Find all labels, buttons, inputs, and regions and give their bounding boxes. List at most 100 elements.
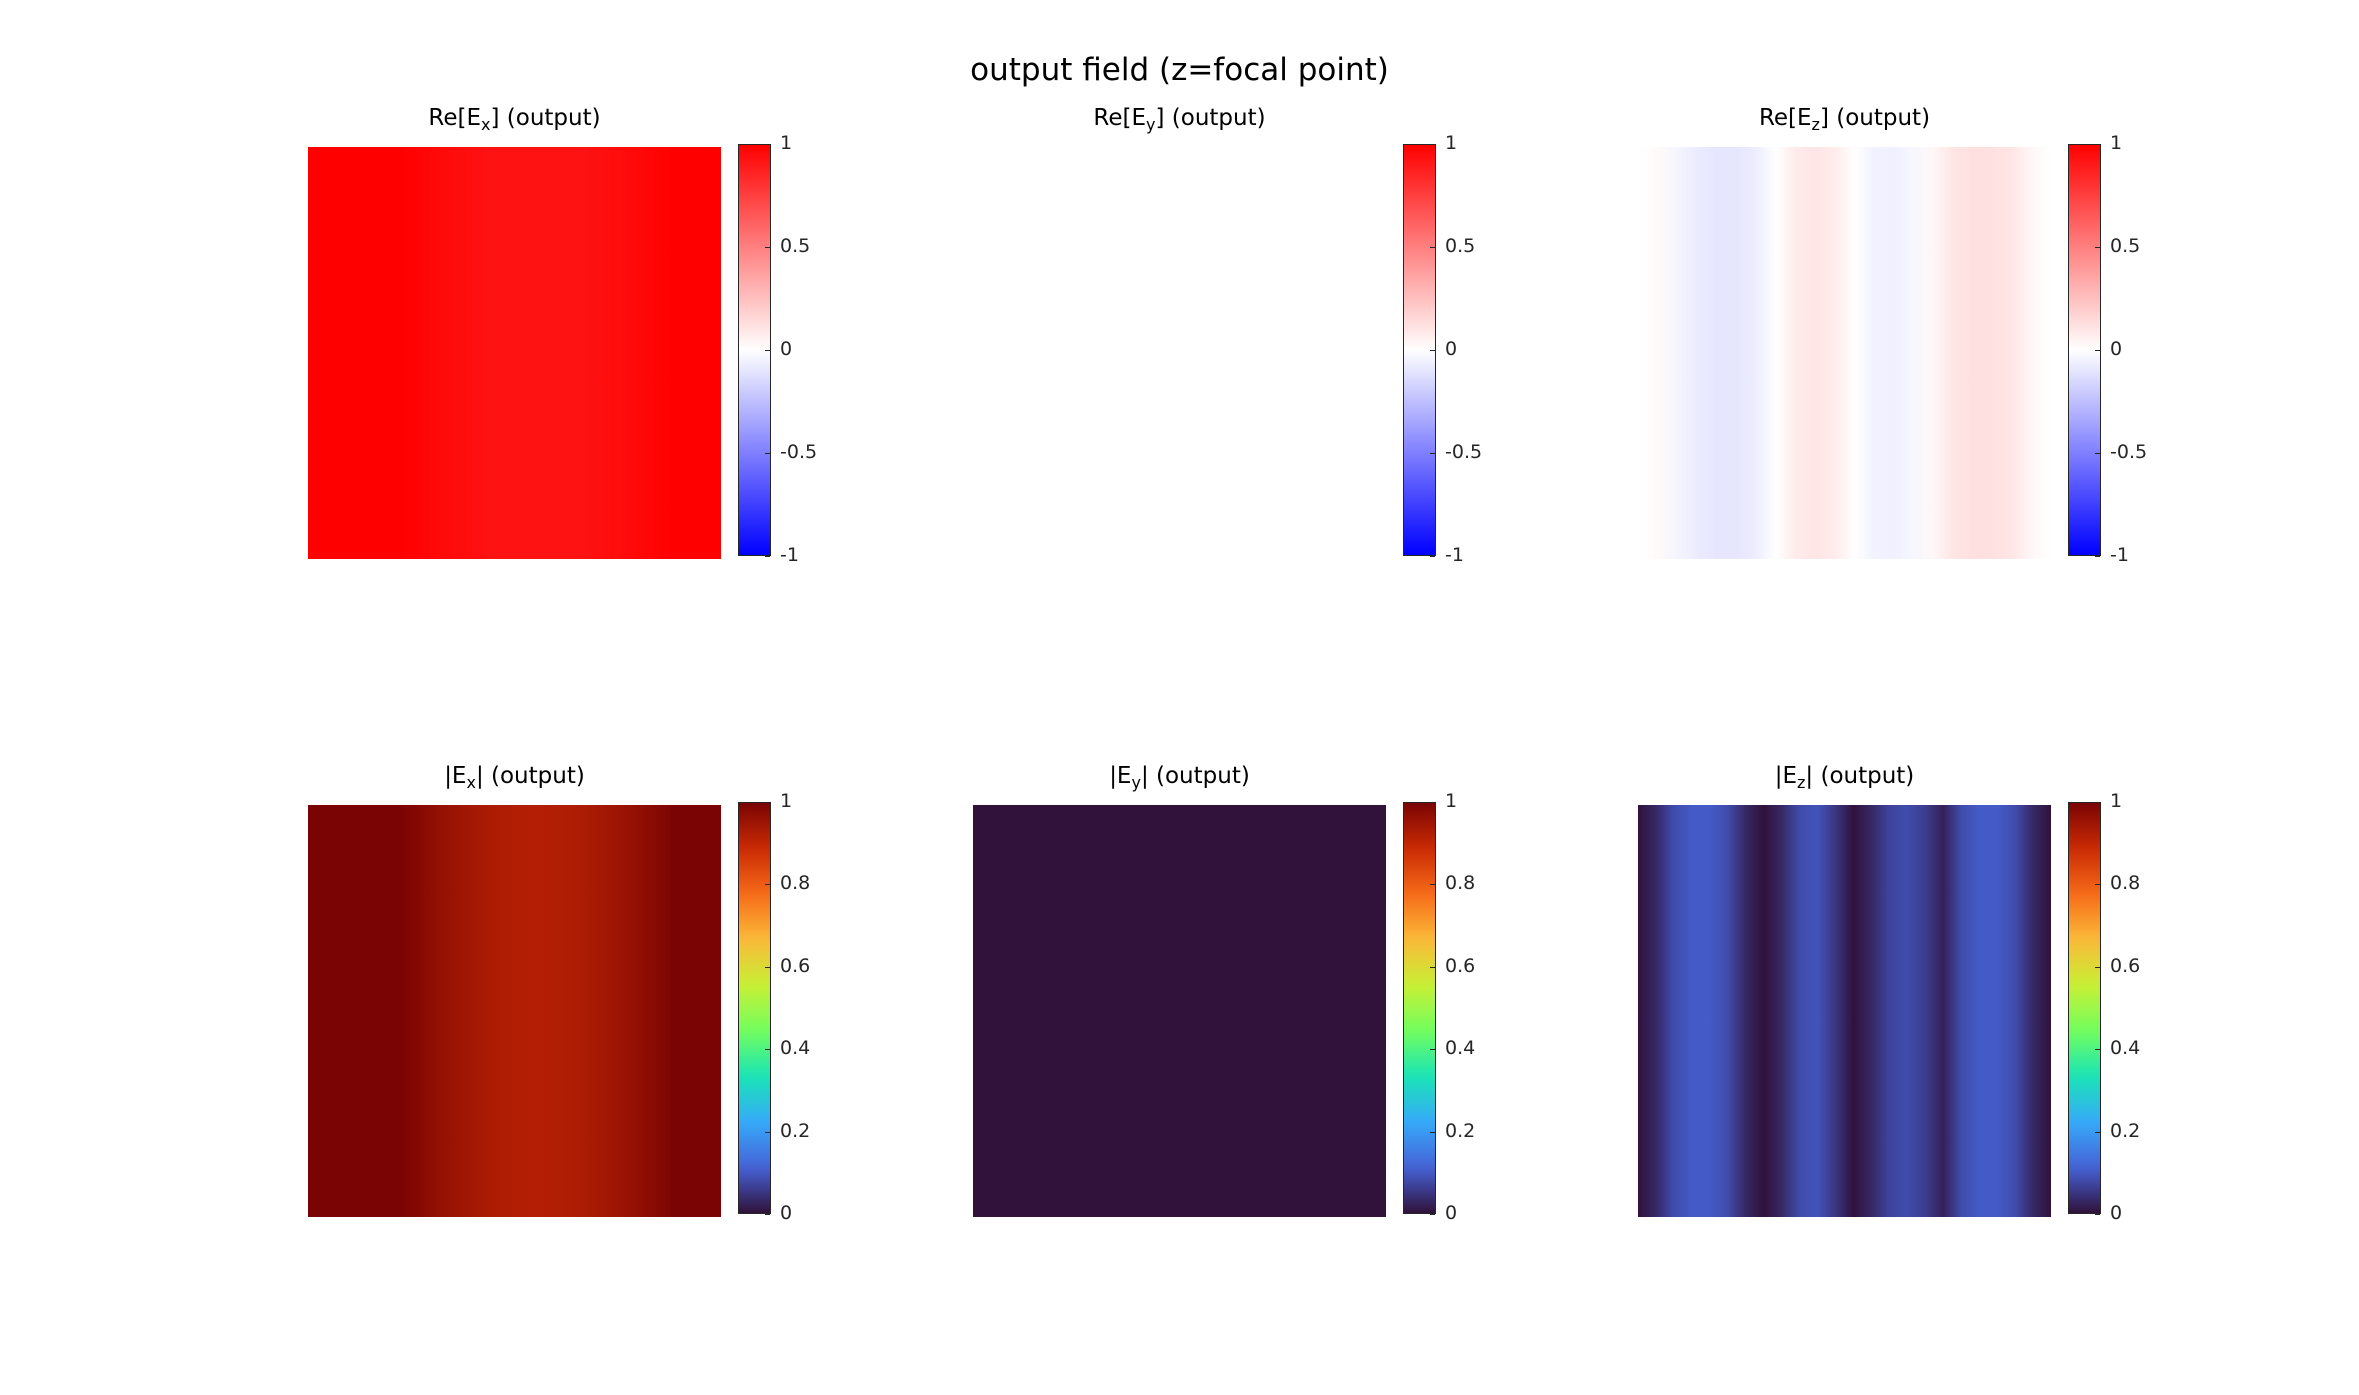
colorbar-tick-mark <box>2095 967 2100 968</box>
colorbar-tick-mark <box>2095 1132 2100 1133</box>
colorbar-gradient <box>738 144 771 556</box>
colorbar-tick-mark <box>765 247 770 248</box>
colorbar-tick-mark <box>2095 453 2100 454</box>
panel-title-suffix: ] (output) <box>1155 105 1266 131</box>
colorbar: 1 0.5 0 -0.5 -1 <box>738 132 817 566</box>
colorbar-tick-label: -1 <box>2110 544 2129 566</box>
colorbar-tick-mark <box>2095 884 2100 885</box>
figure-title: output field (z=focal point) <box>970 52 1389 88</box>
colorbar-tick-label: 1 <box>780 790 793 812</box>
panel-title-suffix: | (output) <box>1805 763 1915 789</box>
heatmap-field <box>1638 805 2051 1217</box>
colorbar-tick-label: 1 <box>2110 132 2123 154</box>
colorbar-tick-label: 0.4 <box>1445 1037 1476 1059</box>
colorbar-tick-label: 0.4 <box>780 1037 811 1059</box>
colorbar-tick-mark <box>1430 967 1435 968</box>
colorbar-tick-label: 0 <box>2110 338 2123 360</box>
colorbar-tick-mark <box>1430 247 1435 248</box>
colorbar-tick-label: 0.2 <box>2110 1120 2141 1142</box>
colorbar-tick-mark <box>2095 144 2100 145</box>
colorbar-tick-label: 0.6 <box>1445 955 1476 977</box>
colorbar: 1 0.8 0.6 0.4 0.2 0 <box>738 790 810 1224</box>
panel-title-prefix: Re[E <box>1093 105 1147 131</box>
panel-title-subscript: z <box>1811 115 1820 134</box>
panel-title: |Ez| (output) <box>1518 763 2171 792</box>
colorbar-tick-mark <box>765 144 770 145</box>
heatmap-panel: |Ez| (output) <box>1638 763 2051 1217</box>
colorbar-tick-label: 0 <box>780 1202 793 1224</box>
colorbar-tick-mark <box>2095 1214 2100 1215</box>
heatmap-field <box>308 805 721 1217</box>
colorbar-tick-label: 0 <box>1445 1202 1458 1224</box>
colorbar-tick-label: 0.2 <box>1445 1120 1476 1142</box>
panel-title-prefix: |E <box>1109 763 1132 789</box>
heatmap-panel: Re[Ex] (output) <box>308 105 721 559</box>
colorbar-tick-label: 0 <box>1445 338 1458 360</box>
colorbar-tick-label: 1 <box>1445 790 1458 812</box>
heatmap-panel: |Ey| (output) <box>973 763 1386 1217</box>
colorbar-tick-label: 0.8 <box>780 872 811 894</box>
colorbar-tick-mark <box>765 1214 770 1215</box>
colorbar-tick-label: -1 <box>1445 544 1464 566</box>
colorbar-tick-mark <box>765 350 770 351</box>
panel-title-prefix: Re[E <box>428 105 482 131</box>
colorbar-tick-label: 0 <box>2110 1202 2123 1224</box>
colorbar-tick-label: -0.5 <box>1445 441 1483 463</box>
panel-title-suffix: ] (output) <box>1819 105 1931 131</box>
colorbar-tick-label: 1 <box>1445 132 1458 154</box>
panel-title-subscript: y <box>1131 773 1141 792</box>
colorbar-tick-label: -0.5 <box>780 441 818 463</box>
colorbar-tick-mark <box>2095 1049 2100 1050</box>
colorbar-tick-mark <box>1430 144 1435 145</box>
colorbar-tick-label: 0.5 <box>2110 235 2141 257</box>
colorbar-tick-label: 0.2 <box>780 1120 811 1142</box>
colorbar-tick-mark <box>765 884 770 885</box>
colorbar-tick-mark <box>2095 350 2100 351</box>
colorbar-tick-mark <box>1430 556 1435 557</box>
colorbar-tick-mark <box>1430 802 1435 803</box>
colorbar-tick-mark <box>2095 556 2100 557</box>
colorbar-gradient <box>1403 144 1436 556</box>
colorbar-tick-label: -0.5 <box>2110 441 2148 463</box>
colorbar-tick-mark <box>765 1132 770 1133</box>
heatmap-panel: |Ex| (output) <box>308 763 721 1217</box>
colorbar-tick-mark <box>1430 1049 1435 1050</box>
colorbar-tick-label: 0.6 <box>2110 955 2141 977</box>
colorbar-gradient <box>738 802 771 1214</box>
colorbar-tick-mark <box>765 453 770 454</box>
colorbar: 1 0.8 0.6 0.4 0.2 0 <box>2068 790 2140 1224</box>
colorbar-tick-mark <box>2095 802 2100 803</box>
panel-title: |Ex| (output) <box>188 763 841 792</box>
colorbar-tick-label: 1 <box>2110 790 2123 812</box>
colorbar-tick-mark <box>1430 1132 1435 1133</box>
colorbar-tick-mark <box>765 802 770 803</box>
colorbar-tick-label: 0.5 <box>1445 235 1476 257</box>
colorbar-tick-mark <box>2095 247 2100 248</box>
panel-title-suffix: ] (output) <box>490 105 601 131</box>
colorbar-tick-label: 0 <box>780 338 793 360</box>
heatmap-panel: Re[Ey] (output) <box>973 105 1386 559</box>
panel-title: Re[Ex] (output) <box>188 105 841 134</box>
colorbar-tick-label: 1 <box>780 132 793 154</box>
panel-title-suffix: | (output) <box>475 763 585 789</box>
panel-title-prefix: Re[E <box>1758 105 1812 131</box>
heatmap-field <box>1638 147 2051 559</box>
colorbar: 1 0.8 0.6 0.4 0.2 0 <box>1403 790 1475 1224</box>
colorbar-tick-label: 0.5 <box>780 235 811 257</box>
colorbar-tick-label: 0.8 <box>1445 872 1476 894</box>
panel-title-prefix: |E <box>444 763 467 789</box>
panel-title-suffix: | (output) <box>1140 763 1250 789</box>
colorbar-tick-label: 0.8 <box>2110 872 2141 894</box>
colorbar-tick-mark <box>1430 1214 1435 1215</box>
colorbar-tick-mark <box>765 967 770 968</box>
panel-title: |Ey| (output) <box>853 763 1506 792</box>
colorbar: 1 0.5 0 -0.5 -1 <box>2068 132 2147 566</box>
panel-title: Re[Ey] (output) <box>853 105 1506 134</box>
heatmap-field <box>973 147 1386 559</box>
heatmap-panel: Re[Ez] (output) <box>1638 105 2051 559</box>
colorbar-tick-mark <box>765 556 770 557</box>
colorbar-tick-mark <box>765 1049 770 1050</box>
colorbar-gradient <box>2068 802 2101 1214</box>
colorbar-tick-mark <box>1430 884 1435 885</box>
